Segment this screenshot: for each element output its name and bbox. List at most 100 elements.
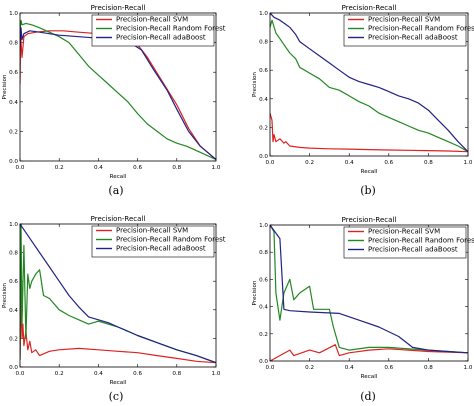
y-tick-label: 1.0	[259, 223, 268, 229]
y-tick-label: 0.4	[259, 305, 268, 311]
x-axis-label: Recall	[110, 380, 127, 386]
x-tick-label: 0.4	[345, 365, 354, 371]
legend-label: Precision-Recall Random Forest	[116, 25, 226, 33]
y-tick-label: 0.2	[9, 129, 18, 135]
y-axis-label: Precision	[252, 280, 258, 305]
x-tick-label: 1.0	[464, 160, 473, 166]
legend-label: Precision-Recall Random Forest	[116, 236, 226, 244]
subfigure-caption: (a)	[108, 184, 123, 197]
chart-panel-1: Precision-Recall 0.0 0.2 0.4 0.6 0.8 1.0 0.0 0.2…	[2, 4, 226, 197]
series-line-2	[20, 19, 216, 161]
chart-title: Precision-Recall	[91, 4, 146, 12]
x-tick-label: 0.0	[16, 165, 25, 171]
x-tick-label: 0.4	[94, 371, 103, 377]
legend-box	[91, 225, 215, 258]
y-tick-label: 0.8	[9, 41, 18, 47]
plot-frame	[19, 223, 217, 368]
subfigure-caption: (c)	[109, 390, 124, 403]
chart-panel-4: Precision-Recall 0.0 0.2 0.4 0.6 0.8 1.0 0.0 0.2…	[252, 216, 474, 403]
series-group	[20, 224, 216, 364]
plot-frame	[269, 12, 469, 157]
legend-label: Precision-Recall adaBoost	[368, 246, 458, 254]
y-tick-label: 0.4	[9, 100, 18, 106]
x-axis-label: Recall	[361, 374, 378, 380]
x-tick-label: 0.6	[384, 365, 393, 371]
x-tick-label: 0.6	[133, 165, 142, 171]
legend-box	[343, 14, 467, 47]
x-tick-label: 0.8	[172, 165, 181, 171]
y-tick-label: 0.6	[9, 279, 18, 285]
x-tick-label: 1.0	[464, 365, 473, 371]
x-tick-label: 0.0	[266, 160, 275, 166]
subfigure-caption: (b)	[360, 184, 376, 197]
legend-label: Precision-Recall Random Forest	[368, 25, 474, 33]
series-line-1	[270, 112, 468, 153]
y-axis-label: Precision	[2, 283, 8, 308]
chart-title: Precision-Recall	[342, 216, 397, 224]
chart-panel-2: Precision-Recall 0.0 0.2 0.4 0.6 0.8 1.0 0.0 0.2…	[252, 4, 474, 197]
y-tick-label: 0.4	[9, 308, 18, 314]
x-tick-label: 0.4	[94, 165, 103, 171]
legend-label: Precision-Recall SVM	[368, 16, 440, 24]
subfigure-caption: (d)	[360, 390, 376, 403]
y-tick-label: 0.8	[9, 251, 18, 257]
legend-label: Precision-Recall Random Forest	[368, 237, 474, 245]
legend-label: Precision-Recall SVM	[116, 227, 188, 235]
chart-title: Precision-Recall	[342, 4, 397, 12]
y-tick-label: 1.0	[259, 11, 268, 17]
series-line-2	[270, 19, 468, 153]
plot-frame	[269, 224, 469, 362]
x-tick-label: 0.0	[16, 371, 25, 377]
x-tick-label: 0.2	[305, 365, 314, 371]
y-tick-label: 0.8	[259, 40, 268, 46]
legend-label: Precision-Recall adaBoost	[116, 245, 206, 253]
y-tick-label: 0.0	[259, 154, 268, 160]
y-tick-label: 0.8	[259, 250, 268, 256]
x-axis-label: Recall	[110, 174, 127, 180]
y-tick-label: 1.0	[9, 222, 18, 228]
x-tick-label: 0.2	[55, 371, 64, 377]
plot-frame	[19, 12, 217, 162]
legend-label: Precision-Recall SVM	[116, 16, 188, 24]
x-tick-label: 0.6	[133, 371, 142, 377]
series-line-3	[270, 13, 468, 153]
y-tick-label: 0.6	[259, 68, 268, 74]
y-axis-label: Precision	[252, 72, 258, 97]
x-tick-label: 0.2	[55, 165, 64, 171]
chart-title: Precision-Recall	[91, 215, 146, 223]
y-tick-label: 0.0	[259, 359, 268, 365]
x-tick-label: 1.0	[212, 165, 221, 171]
y-tick-label: 0.4	[259, 97, 268, 103]
y-tick-label: 0.0	[9, 159, 18, 165]
x-tick-label: 1.0	[212, 371, 221, 377]
y-tick-label: 0.6	[9, 70, 18, 76]
legend-label: Precision-Recall SVM	[368, 228, 440, 236]
x-tick-label: 0.6	[384, 160, 393, 166]
y-axis-label: Precision	[2, 74, 8, 99]
series-line-3	[270, 225, 468, 354]
series-group	[270, 13, 468, 153]
y-tick-label: 0.2	[259, 125, 268, 131]
x-tick-label: 0.8	[424, 160, 433, 166]
x-tick-label: 0.8	[424, 365, 433, 371]
x-axis-label: Recall	[361, 169, 378, 175]
series-line-1	[270, 344, 468, 361]
series-line-1	[20, 294, 216, 364]
x-tick-label: 0.4	[345, 160, 354, 166]
legend-box	[343, 226, 467, 259]
x-tick-label: 0.8	[172, 371, 181, 377]
series-line-3	[20, 224, 216, 364]
chart-panel-3: Precision-Recall 0.0 0.2 0.4 0.6 0.8 1.0 0.0 0.2…	[2, 215, 226, 403]
x-tick-label: 0.2	[305, 160, 314, 166]
legend-box	[91, 14, 215, 47]
y-tick-label: 0.6	[259, 277, 268, 283]
y-tick-label: 0.2	[9, 336, 18, 342]
series-group	[270, 225, 468, 361]
y-tick-label: 0.2	[259, 332, 268, 338]
legend-label: Precision-Recall adaBoost	[368, 34, 458, 42]
